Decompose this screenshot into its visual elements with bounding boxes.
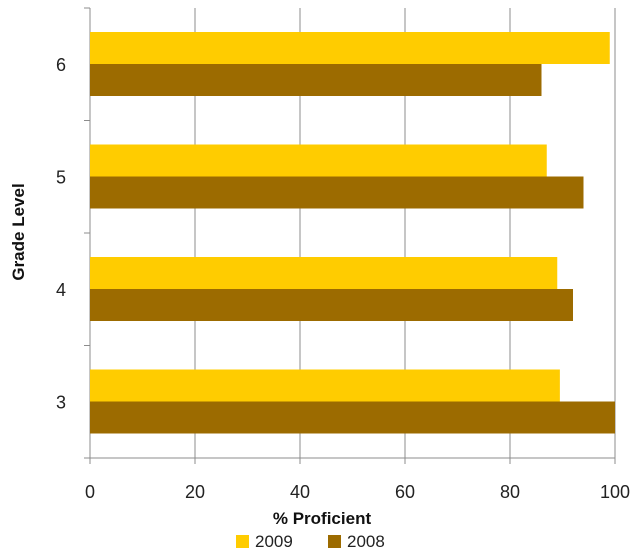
x-tick-label-40: 40 xyxy=(290,482,310,502)
x-tick-label-0: 0 xyxy=(85,482,95,502)
y-tick-label-6: 6 xyxy=(56,55,66,75)
tick-labels: 0 20 40 60 80 100 6 5 4 3 xyxy=(56,55,630,502)
legend: 2009 2008 xyxy=(236,532,385,551)
bar-2009-grade-3 xyxy=(90,369,560,402)
x-axis-title: % Proficient xyxy=(273,509,372,528)
bar-2009-grade-6 xyxy=(90,32,610,64)
legend-swatch-2009 xyxy=(236,535,249,548)
x-tick-label-20: 20 xyxy=(185,482,205,502)
bar-2008-grade-5 xyxy=(90,176,584,209)
y-axis-title: Grade Level xyxy=(9,183,28,280)
bars xyxy=(90,32,615,434)
y-tick-label-4: 4 xyxy=(56,280,66,300)
bar-2008-grade-3 xyxy=(90,401,615,434)
bar-2008-grade-6 xyxy=(90,64,542,96)
legend-label-2008: 2008 xyxy=(347,532,385,551)
y-tick-label-3: 3 xyxy=(56,393,66,413)
bar-2008-grade-4 xyxy=(90,289,573,321)
bar-2009-grade-5 xyxy=(90,144,547,177)
x-tick-label-100: 100 xyxy=(600,482,630,502)
y-tick-label-5: 5 xyxy=(56,168,66,188)
legend-swatch-2008 xyxy=(328,535,341,548)
x-tick-label-60: 60 xyxy=(395,482,415,502)
legend-label-2009: 2009 xyxy=(255,532,293,551)
bar-2009-grade-4 xyxy=(90,257,558,289)
x-tick-label-80: 80 xyxy=(500,482,520,502)
